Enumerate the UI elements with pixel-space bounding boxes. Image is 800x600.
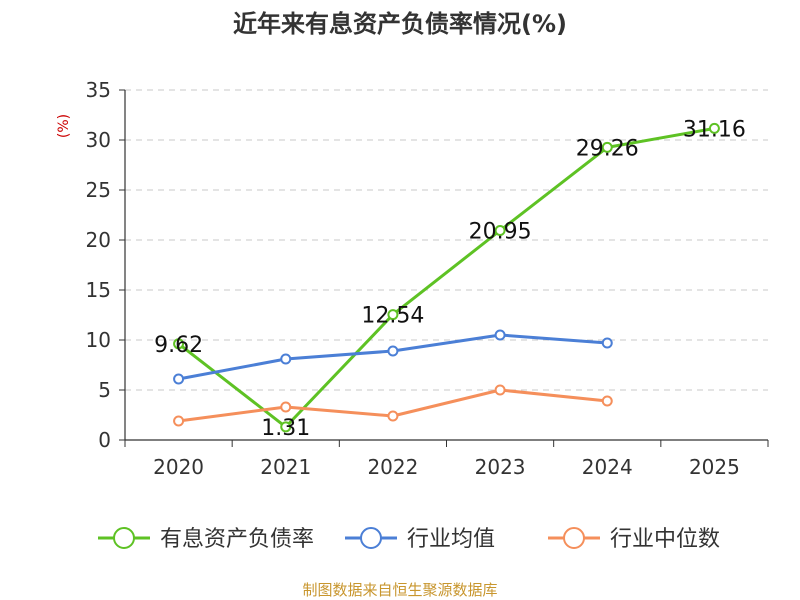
- data-point: [601, 337, 613, 349]
- data-point: [494, 225, 506, 236]
- y-axis-ticks: 0 5 10 15 20 25 30 35: [86, 78, 111, 452]
- y-tick-label: 35: [86, 78, 111, 102]
- legend-marker: [113, 527, 135, 549]
- data-label: 29.26: [576, 136, 639, 161]
- data-point: [494, 329, 506, 341]
- data-label: 12.54: [361, 304, 424, 329]
- data-label: 31.16: [683, 117, 746, 142]
- series-lines: [177, 126, 715, 429]
- data-point: [173, 415, 185, 427]
- data-point: [280, 353, 292, 365]
- data-labels: 9.62 1.31 12.54 20.95 29.26 31.16: [154, 117, 746, 441]
- data-point: [387, 309, 399, 321]
- y-tick-label: 25: [86, 178, 111, 202]
- data-point: [387, 345, 399, 357]
- y-tick-label: 20: [86, 228, 111, 252]
- y-tick-label: 5: [98, 378, 111, 402]
- x-tick-label: 2022: [367, 455, 418, 479]
- legend-label: 有息资产负债率: [160, 527, 314, 552]
- y-tick-label: 30: [86, 128, 111, 152]
- gridlines: [125, 89, 768, 391]
- axes: [119, 89, 769, 447]
- y-tick-label: 10: [86, 328, 111, 352]
- x-tick-label: 2024: [582, 455, 633, 479]
- data-point: [708, 122, 720, 134]
- x-axis-ticks: 2020 2021 2022 2023 2024 2025: [153, 455, 740, 479]
- data-point: [173, 373, 185, 385]
- data-point: [494, 384, 506, 396]
- data-point: [280, 421, 292, 433]
- series-points: [173, 122, 720, 433]
- data-point: [601, 395, 613, 407]
- y-tick-label: 15: [86, 278, 111, 302]
- source-note: 制图数据来自恒生聚源数据库: [302, 581, 497, 599]
- series-line-1: [178, 333, 608, 381]
- chart-title: 近年来有息资产负债率情况(%): [233, 10, 567, 38]
- legend-label: 行业中位数: [610, 527, 720, 552]
- data-point: [173, 338, 185, 350]
- y-tick-label: 0: [98, 428, 111, 452]
- legend-marker: [563, 527, 585, 549]
- y-axis-label: (%): [56, 114, 72, 138]
- data-point: [387, 410, 399, 422]
- data-point: [601, 141, 613, 153]
- data-point: [280, 401, 292, 413]
- data-label: 20.95: [469, 220, 532, 245]
- data-label: 1.31: [261, 416, 310, 441]
- x-tick-label: 2023: [475, 455, 526, 479]
- x-tick-label: 2020: [153, 455, 204, 479]
- legend: 有息资产负债率 行业均值 行业中位数: [98, 527, 720, 552]
- x-tick-label: 2021: [260, 455, 311, 479]
- legend-label: 行业均值: [407, 527, 495, 552]
- legend-marker: [360, 527, 382, 549]
- x-tick-label: 2025: [689, 455, 740, 479]
- data-label: 9.62: [154, 333, 203, 358]
- series-line-0: [177, 126, 715, 429]
